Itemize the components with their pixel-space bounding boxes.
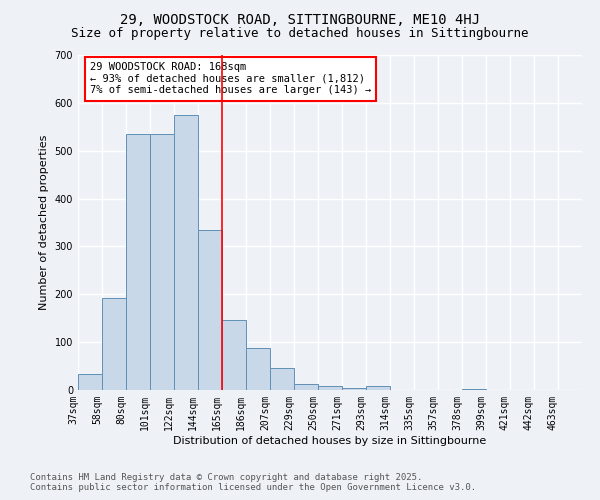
Bar bbox=[78, 374, 102, 390]
Bar bbox=[294, 384, 318, 390]
Text: 29, WOODSTOCK ROAD, SITTINGBOURNE, ME10 4HJ: 29, WOODSTOCK ROAD, SITTINGBOURNE, ME10 … bbox=[120, 12, 480, 26]
Text: Size of property relative to detached houses in Sittingbourne: Size of property relative to detached ho… bbox=[71, 28, 529, 40]
Bar bbox=[126, 134, 150, 390]
Text: 29 WOODSTOCK ROAD: 168sqm
← 93% of detached houses are smaller (1,812)
7% of sem: 29 WOODSTOCK ROAD: 168sqm ← 93% of detac… bbox=[90, 62, 371, 96]
Bar bbox=[462, 388, 486, 390]
Y-axis label: Number of detached properties: Number of detached properties bbox=[39, 135, 49, 310]
Bar bbox=[198, 230, 222, 390]
X-axis label: Distribution of detached houses by size in Sittingbourne: Distribution of detached houses by size … bbox=[173, 436, 487, 446]
Bar bbox=[318, 386, 342, 390]
Bar bbox=[366, 386, 390, 390]
Bar bbox=[342, 388, 366, 390]
Bar bbox=[174, 115, 198, 390]
Bar bbox=[222, 320, 246, 390]
Bar bbox=[270, 368, 294, 390]
Bar bbox=[246, 348, 270, 390]
Text: Contains HM Land Registry data © Crown copyright and database right 2025.
Contai: Contains HM Land Registry data © Crown c… bbox=[30, 473, 476, 492]
Bar bbox=[150, 134, 174, 390]
Bar bbox=[102, 298, 126, 390]
